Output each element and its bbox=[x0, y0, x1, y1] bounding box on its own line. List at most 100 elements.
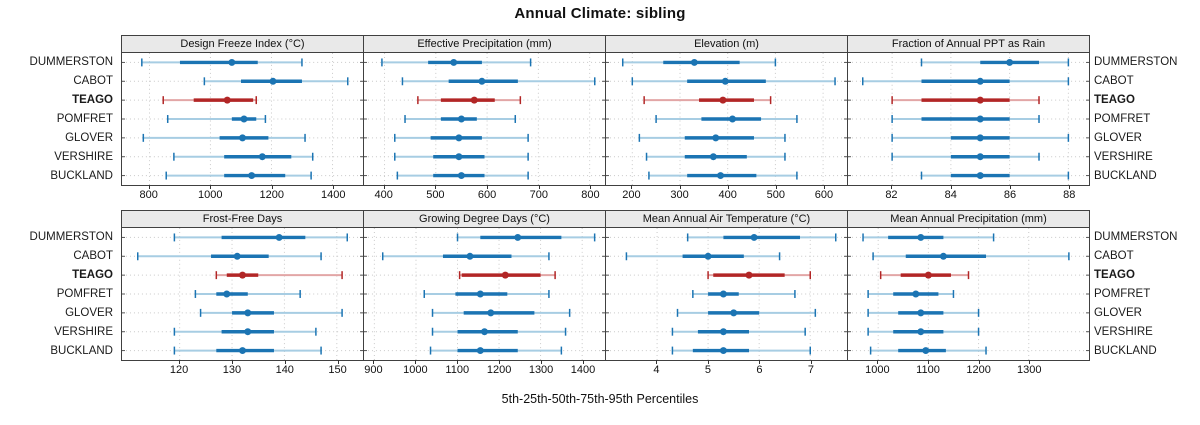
x-tick-mark bbox=[759, 360, 761, 364]
x-tick-label: 82 bbox=[885, 189, 898, 201]
panel: Frost-Free Days 120 130 140 150 bbox=[121, 210, 364, 376]
series-vershire bbox=[891, 152, 1040, 161]
series-dummerston bbox=[173, 233, 349, 242]
x-tick-label: 400 bbox=[718, 189, 737, 201]
series-cabot bbox=[401, 77, 596, 86]
x-tick-mark bbox=[679, 185, 681, 189]
panel-title: Effective Precipitation (mm) bbox=[364, 36, 605, 53]
x-tick-label: 120 bbox=[169, 364, 189, 376]
row-label-dummerston: DUMMERSTON bbox=[29, 231, 113, 243]
row-label-teago: TEAGO bbox=[72, 94, 113, 106]
series-teago bbox=[643, 96, 772, 105]
x-axis-ticks: 200 300 400 500 600 bbox=[605, 185, 848, 201]
series-pomfret bbox=[655, 115, 798, 123]
x-tick-label: 84 bbox=[944, 189, 957, 201]
panel-plot bbox=[364, 53, 605, 185]
panel-title: Frost-Free Days bbox=[122, 211, 363, 228]
x-tick-mark bbox=[435, 185, 437, 189]
panel: Mean Annual Precipitation (mm) 1000 1100 12… bbox=[848, 210, 1090, 376]
panel-band-row-1: DUMMERSTON CABOT TEAGO POMFRET GLOVER VERSHIR… bbox=[0, 35, 1200, 201]
series-buckland bbox=[396, 171, 529, 180]
x-axis-ticks: 800 1000 1200 1400 bbox=[121, 185, 364, 201]
x-tick-label: 1200 bbox=[966, 364, 991, 376]
dotplot-svg bbox=[848, 53, 1089, 185]
x-tick-mark bbox=[499, 360, 501, 364]
x-axis-ticks: 900 1000 1100 1200 1300 1400 bbox=[363, 360, 606, 376]
series-glover bbox=[867, 308, 980, 317]
row-labels-left: DUMMERSTON CABOT TEAGO POMFRET GLOVER VERSHIR… bbox=[0, 53, 118, 186]
x-axis-ticks: 120 130 140 150 bbox=[121, 360, 364, 376]
panel-title: Growing Degree Days (°C) bbox=[364, 211, 605, 228]
x-tick-label: 4 bbox=[653, 364, 660, 376]
panel-plot bbox=[606, 53, 847, 185]
x-tick-mark bbox=[978, 360, 980, 364]
row-label-cabot: CABOT bbox=[1094, 250, 1134, 262]
panel-title: Elevation (m) bbox=[606, 36, 847, 53]
series-glover bbox=[891, 133, 1070, 142]
dotplot-svg bbox=[122, 228, 363, 360]
series-cabot bbox=[625, 252, 781, 261]
panel-band-row-2: DUMMERSTON CABOT TEAGO POMFRET GLOVER VERSHIR… bbox=[0, 210, 1200, 376]
x-tick-label: 800 bbox=[581, 189, 600, 201]
x-tick-label: 1300 bbox=[528, 364, 554, 376]
row-label-cabot: CABOT bbox=[1094, 75, 1134, 87]
series-glover bbox=[676, 308, 817, 317]
series-buckland bbox=[429, 346, 563, 355]
series-pomfret bbox=[891, 115, 1040, 123]
row-label-teago: TEAGO bbox=[72, 269, 113, 281]
series-pomfret bbox=[194, 290, 301, 298]
x-axis-ticks: 1000 1100 1200 1300 bbox=[847, 360, 1090, 376]
x-tick-mark bbox=[210, 185, 212, 189]
x-tick-label: 88 bbox=[1063, 189, 1076, 201]
x-tick-mark bbox=[891, 185, 893, 189]
x-tick-label: 1200 bbox=[259, 189, 284, 201]
series-glover bbox=[431, 308, 571, 317]
row-label-glover: GLOVER bbox=[1094, 307, 1142, 319]
row-label-glover: GLOVER bbox=[1094, 132, 1142, 144]
row-labels-left: DUMMERSTON CABOT TEAGO POMFRET GLOVER VERSHIR… bbox=[0, 228, 118, 361]
x-tick-mark bbox=[373, 360, 375, 364]
x-tick-mark bbox=[810, 360, 812, 364]
dotplot-svg bbox=[848, 228, 1089, 360]
series-dummerston bbox=[381, 58, 532, 67]
series-teago bbox=[891, 96, 1040, 105]
series-buckland bbox=[920, 171, 1070, 180]
row-labels-right: DUMMERSTON CABOT TEAGO POMFRET GLOVER VERSHIR… bbox=[1092, 53, 1200, 186]
series-glover bbox=[394, 133, 529, 142]
series-cabot bbox=[203, 77, 349, 86]
x-tick-label: 1000 bbox=[865, 364, 890, 376]
dotplot-svg bbox=[364, 228, 605, 360]
x-tick-label: 6 bbox=[756, 364, 763, 376]
x-tick-label: 140 bbox=[275, 364, 294, 376]
panel-title: Mean Annual Precipitation (mm) bbox=[848, 211, 1089, 228]
row-labels-right: DUMMERSTON CABOT TEAGO POMFRET GLOVER VERSHIR… bbox=[1092, 228, 1200, 361]
x-tick-mark bbox=[631, 185, 633, 189]
dotplot-svg bbox=[364, 53, 605, 185]
x-tick-mark bbox=[383, 185, 385, 189]
row-label-dummerston: DUMMERSTON bbox=[1094, 231, 1178, 243]
row-label-glover: GLOVER bbox=[65, 132, 113, 144]
x-tick-label: 1300 bbox=[1017, 364, 1042, 376]
x-tick-mark bbox=[877, 360, 879, 364]
x-tick-mark bbox=[541, 360, 543, 364]
series-buckland bbox=[165, 171, 312, 180]
x-tick-mark bbox=[1029, 360, 1031, 364]
series-teago bbox=[707, 271, 811, 280]
series-pomfret bbox=[404, 115, 517, 123]
x-tick-label: 1000 bbox=[403, 364, 428, 376]
panel: Design Freeze Index (°C) 800 1000 1200 1400 bbox=[121, 35, 364, 201]
row-label-cabot: CABOT bbox=[73, 250, 113, 262]
panel: Effective Precipitation (mm) 400 500 600 700… bbox=[364, 35, 606, 201]
series-buckland bbox=[869, 346, 987, 355]
row-label-vershire: VERSHIRE bbox=[54, 151, 113, 163]
x-axis-ticks: 4 5 6 7 bbox=[605, 360, 848, 376]
row-label-pomfret: POMFRET bbox=[56, 288, 113, 300]
x-tick-mark bbox=[284, 360, 286, 364]
x-tick-label: 1400 bbox=[570, 364, 596, 376]
panel-plot bbox=[848, 228, 1089, 360]
x-tick-mark bbox=[707, 360, 709, 364]
series-dummerston bbox=[141, 58, 303, 67]
series-teago bbox=[215, 271, 343, 280]
x-tick-label: 5 bbox=[704, 364, 712, 376]
panel-title: Fraction of Annual PPT as Rain bbox=[848, 36, 1089, 53]
